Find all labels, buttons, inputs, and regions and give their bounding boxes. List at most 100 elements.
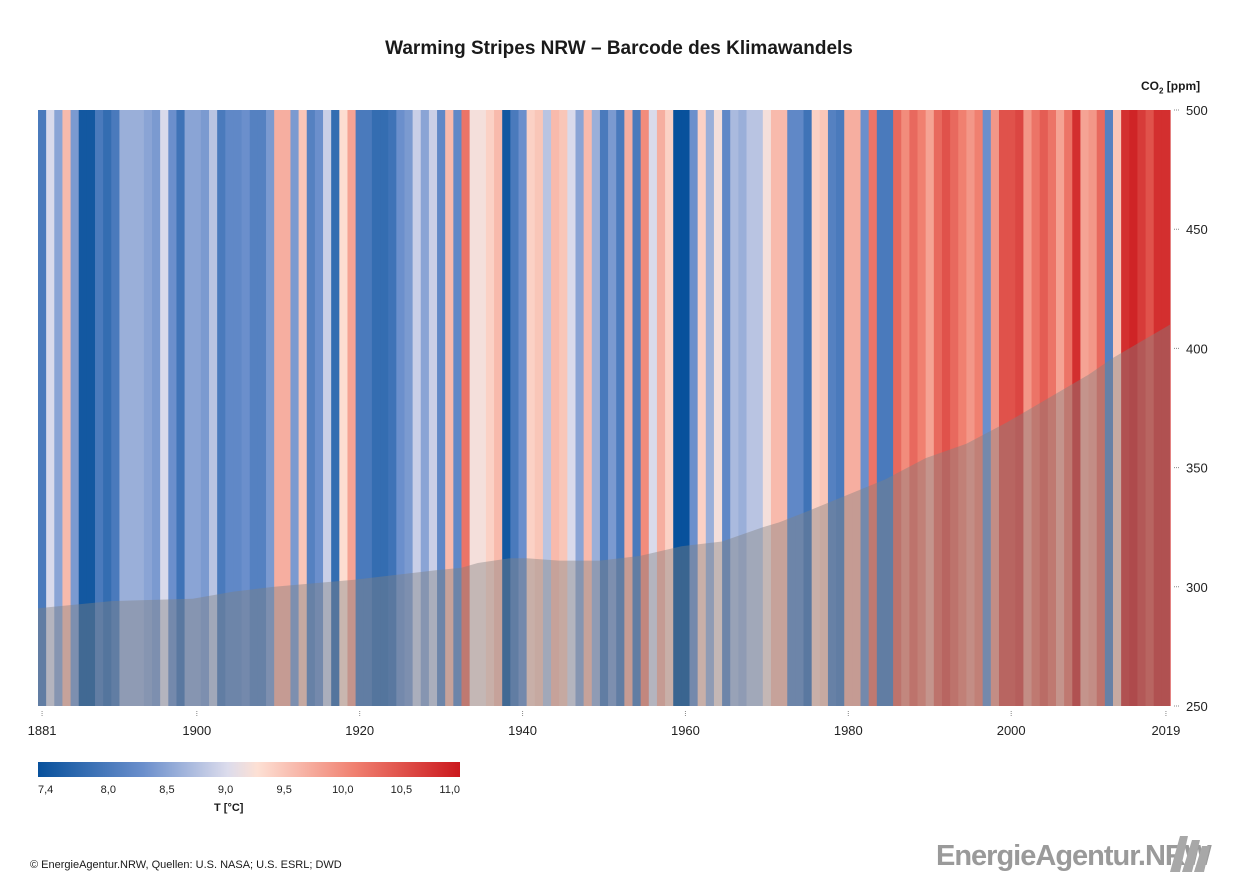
x-tick-label: 1960 — [671, 723, 700, 738]
stripe-1932 — [453, 110, 463, 706]
colorbar-ticks: 7,4 8,0 8,5 9,0 9,5 10,0 10,5 11,0 — [38, 784, 460, 796]
x-tick-label: 2000 — [997, 723, 1026, 738]
stripe-1895 — [152, 110, 161, 706]
co2-tick-label: 300 — [1186, 580, 1208, 595]
stripe-1899 — [184, 110, 194, 706]
stripe-1911 — [282, 110, 292, 706]
x-tick-label: 2019 — [1151, 723, 1180, 738]
stripe-1928 — [420, 110, 430, 706]
stripe-1914 — [306, 110, 316, 706]
stripe-2018 — [1153, 110, 1163, 706]
stripe-1975 — [803, 110, 813, 706]
stripe-1892 — [127, 110, 137, 706]
stripe-1993 — [950, 110, 959, 706]
stripe-1965 — [722, 110, 731, 706]
stripe-1955 — [640, 110, 650, 706]
stripe-1888 — [95, 110, 104, 706]
stripe-1910 — [274, 110, 283, 706]
stripe-1934 — [469, 110, 479, 706]
stripe-2009 — [1080, 110, 1090, 706]
stripe-1957 — [656, 110, 666, 706]
stripe-1921 — [363, 110, 373, 706]
stripe-1885 — [70, 110, 80, 706]
stripe-1986 — [893, 110, 902, 706]
x-tick-label: 1940 — [508, 723, 537, 738]
stripe-1929 — [428, 110, 438, 706]
stripe-1891 — [119, 110, 129, 706]
co2-tick-label: 500 — [1186, 103, 1208, 118]
stripe-1992 — [941, 110, 951, 706]
stripe-1941 — [526, 110, 536, 706]
stripe-1905 — [233, 110, 243, 706]
co2-area — [38, 324, 1170, 706]
co2-tick-label: 350 — [1186, 461, 1208, 476]
stripe-1909 — [266, 110, 275, 706]
stripe-1898 — [176, 110, 186, 706]
stripe-1999 — [998, 110, 1008, 706]
co2-tick-label: 450 — [1186, 222, 1208, 237]
stripe-1903 — [217, 110, 226, 706]
stripe-1915 — [314, 110, 324, 706]
stripe-1973 — [787, 110, 796, 706]
colorbar-tick-label: 9,5 — [277, 784, 292, 796]
warming-stripes — [38, 110, 1171, 706]
stripe-1912 — [290, 110, 300, 706]
stripe-1985 — [884, 110, 894, 706]
co2-tick-label: 400 — [1186, 341, 1208, 356]
stripe-2019 — [1161, 110, 1171, 706]
stripe-1953 — [624, 110, 634, 706]
x-tick-label: 1980 — [834, 723, 863, 738]
stripe-1968 — [746, 110, 756, 706]
x-axis: 1881 1900 1920 1940 1960 1980 2000 2019 — [28, 711, 1180, 738]
logo-mark-icon — [1170, 836, 1210, 872]
stripe-1988 — [909, 110, 919, 706]
stripe-1982 — [860, 110, 870, 706]
stripe-2015 — [1129, 110, 1139, 706]
stripe-1908 — [257, 110, 267, 706]
stripe-1937 — [494, 110, 503, 706]
stripe-1976 — [811, 110, 821, 706]
stripe-1950 — [599, 110, 609, 706]
stripe-1951 — [608, 110, 617, 706]
stripe-1977 — [819, 110, 829, 706]
stripe-1924 — [388, 110, 397, 706]
co2-axis: 250 300 350 400 450 500 — [1174, 103, 1208, 714]
stripe-1881 — [38, 110, 47, 706]
stripe-1972 — [779, 110, 788, 706]
stripe-1926 — [404, 110, 414, 706]
stripe-1902 — [209, 110, 218, 706]
stripe-1964 — [713, 110, 723, 706]
stripe-1954 — [632, 110, 642, 706]
stripe-1947 — [575, 110, 585, 706]
stripe-1971 — [770, 110, 780, 706]
colorbar-tick-label: 11,0 — [439, 784, 460, 796]
stripe-1944 — [551, 110, 560, 706]
stripe-1940 — [518, 110, 528, 706]
stripe-1886 — [78, 110, 88, 706]
stripe-1946 — [567, 110, 577, 706]
stripe-1894 — [143, 110, 153, 706]
stripe-1952 — [616, 110, 625, 706]
stripe-1970 — [762, 110, 772, 706]
stripe-2013 — [1112, 110, 1122, 706]
stripe-1896 — [160, 110, 169, 706]
stripe-1990 — [925, 110, 935, 706]
logo: EnergieAgentur.NRW — [936, 840, 1212, 872]
stripe-1907 — [249, 110, 259, 706]
stripe-2002 — [1023, 110, 1033, 706]
stripe-1904 — [225, 110, 235, 706]
colorbar-tick-label: 8,0 — [101, 784, 116, 796]
stripe-1989 — [917, 110, 927, 706]
stripe-1906 — [241, 110, 251, 706]
stripe-1967 — [738, 110, 748, 706]
stripe-1931 — [445, 110, 454, 706]
colorbar — [38, 762, 460, 777]
stripe-1949 — [591, 110, 601, 706]
stripe-2016 — [1137, 110, 1147, 706]
stripe-2017 — [1145, 110, 1155, 706]
stripe-1981 — [852, 110, 862, 706]
stripe-1963 — [705, 110, 715, 706]
stripe-1938 — [502, 110, 511, 706]
stripe-1900 — [192, 110, 202, 706]
stripe-1962 — [697, 110, 707, 706]
